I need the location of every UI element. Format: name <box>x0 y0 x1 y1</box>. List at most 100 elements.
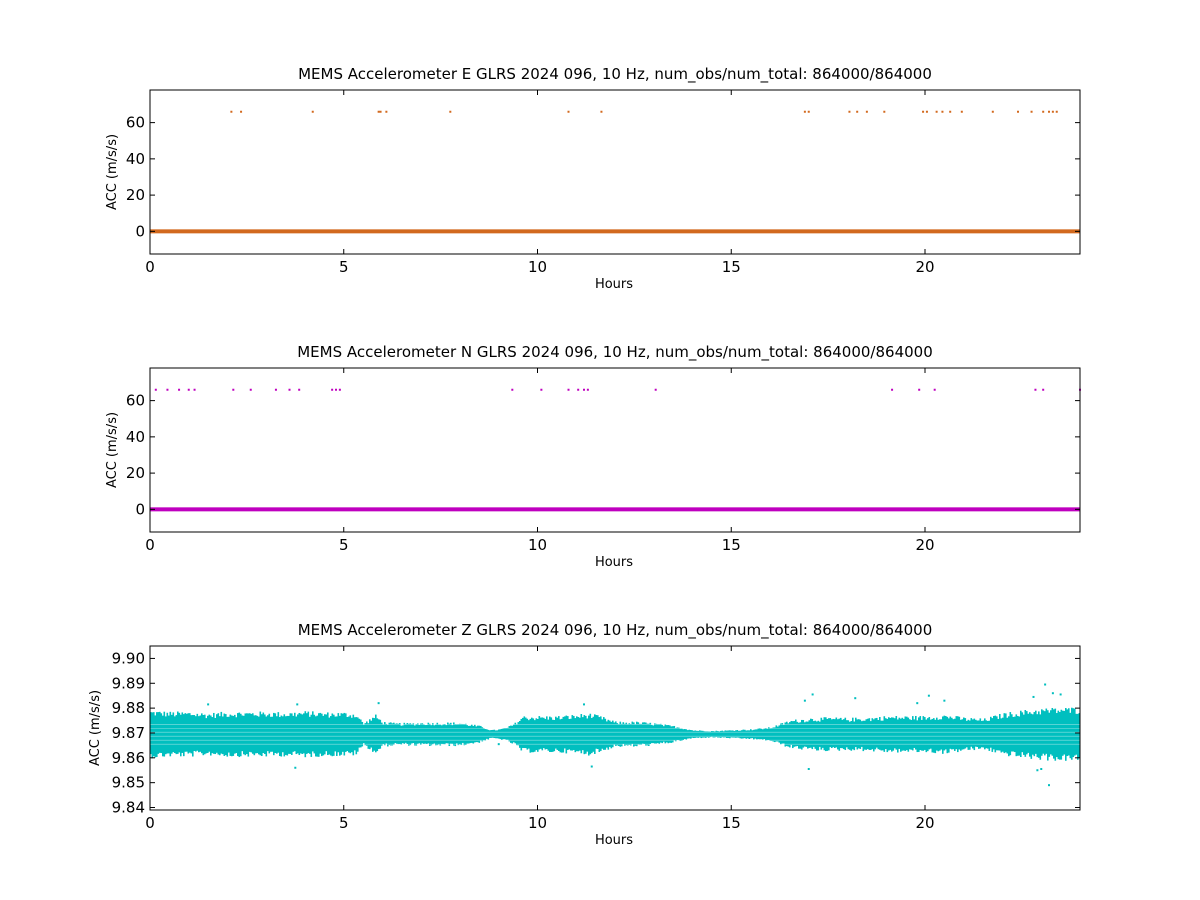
panel-z-outlier-point-19 <box>807 768 810 770</box>
panel-z-data-column <box>931 718 934 753</box>
panel-z-data-column <box>262 712 265 754</box>
panel-e-y-tick-label: 60 <box>126 114 145 132</box>
panel-z-data-column <box>844 717 847 751</box>
panel-z-data-column <box>1014 716 1016 753</box>
panel-z-data-column <box>721 730 724 738</box>
panel-e-y-tick-label: 0 <box>135 222 145 240</box>
panel-z-data-column <box>400 725 403 745</box>
panel-z-outlier-point-12 <box>943 699 946 702</box>
panel-z-data-column <box>444 724 446 745</box>
panel-z-data-column <box>690 730 692 739</box>
panel-n: MEMS Accelerometer N GLRS 2024 096, 10 H… <box>105 343 1081 570</box>
panel-z-data-column <box>493 729 496 739</box>
panel-z-data-column <box>528 720 530 749</box>
panel-z-data-column <box>454 724 457 747</box>
panel-z-data-column <box>186 713 188 752</box>
panel-z-data-column <box>258 716 260 755</box>
panel-z-data-column <box>661 724 664 744</box>
panel-z-data-column <box>466 725 469 744</box>
panel-z-data-column <box>1023 714 1025 755</box>
panel-z-data-column <box>216 714 218 753</box>
panel-z-data-column <box>799 722 802 749</box>
panel-z-data-column <box>550 717 553 753</box>
panel-z-data-column <box>900 718 902 752</box>
panel-z-data-column <box>963 717 965 750</box>
panel-z-data-column <box>705 731 707 738</box>
panel-z-y-tick-label: 9.88 <box>112 699 145 717</box>
panel-e-outlier-point-22 <box>1017 110 1019 113</box>
panel-z-data-column <box>1017 716 1019 756</box>
panel-z-data-column <box>889 717 892 750</box>
panel-e-outlier-point-18 <box>941 110 944 113</box>
panel-z-data-column <box>241 715 244 752</box>
panel-z-data-column <box>1044 711 1046 756</box>
panel-z-outlier-point-18 <box>1040 768 1043 770</box>
panel-z-data-column <box>243 715 245 755</box>
panel-e-frame <box>149 89 1081 255</box>
panel-z-data-column <box>570 718 572 751</box>
panel-z-data-column <box>366 721 368 746</box>
panel-z-data-column <box>418 724 421 744</box>
panel-z-data-column <box>373 718 376 751</box>
panel-z-data-column <box>543 717 545 749</box>
panel-z-data-column <box>664 724 667 744</box>
panel-z-data-column <box>342 713 344 752</box>
panel-z-data-column <box>637 722 640 745</box>
panel-e-outlier-point-9 <box>803 110 806 113</box>
panel-z-data-column <box>676 727 679 741</box>
panel-z-data-column <box>1041 709 1043 756</box>
panel-z-data-column <box>1053 709 1055 759</box>
panel-z-data-column <box>978 720 980 749</box>
panel-z-data-column <box>432 723 434 745</box>
panel-z-data-column <box>711 731 713 737</box>
panel-z-data-column <box>819 721 821 747</box>
panel-n-x-axis-label: Hours <box>595 555 633 570</box>
panel-z-y-tick-label: 9.90 <box>112 649 145 667</box>
panel-z-data-column <box>730 730 733 738</box>
panel-n-frame <box>149 367 1081 533</box>
panel-z-data-column <box>547 719 550 751</box>
panel-z-data-column <box>409 723 412 746</box>
panel-z-x-tick-label: 15 <box>722 814 741 832</box>
panel-z-outlier-point-15 <box>1051 692 1054 695</box>
panel-z-data-column <box>658 724 661 744</box>
panel-z-data-column <box>396 723 398 744</box>
panel-z-data-column <box>157 712 160 754</box>
panel-n-outlier-point-4 <box>193 388 196 391</box>
panel-z-data-column <box>354 717 356 751</box>
panel-z-data-column <box>939 719 941 751</box>
panel-z-y-tick-label: 9.86 <box>112 749 145 767</box>
panel-z-data-column <box>1006 717 1009 754</box>
panel-z-data-column <box>811 719 814 750</box>
panel-z-data-column <box>714 731 716 738</box>
panel-z-data-column <box>426 725 428 744</box>
panel-z-data-column <box>954 718 956 751</box>
panel-z-data-column <box>682 729 685 740</box>
panel-z-data-column <box>304 711 307 758</box>
panel-z-data-column <box>742 729 745 739</box>
panel-z-data-column <box>603 717 605 750</box>
panel-z-data-column <box>717 731 719 738</box>
panel-z-data-column <box>370 720 373 748</box>
panel-z-data-column <box>618 724 620 746</box>
panel-z-data-column <box>735 730 737 738</box>
panel-z-data-column <box>1062 710 1064 756</box>
panel-z-data-column <box>675 728 677 742</box>
panel-z-data-column <box>219 716 221 756</box>
panel-z-data-column <box>208 714 211 752</box>
panel-z-data-column <box>436 722 439 746</box>
panel-z-data-column <box>696 730 698 738</box>
panel-z-data-column <box>505 728 508 740</box>
panel-z-data-column <box>567 716 569 750</box>
panel-z-data-column <box>363 724 365 744</box>
panel-z-data-column <box>459 723 461 745</box>
panel-z-data-column <box>519 720 521 748</box>
panel-z-data-column <box>595 715 598 749</box>
panel-z-data-column <box>856 719 859 750</box>
panel-z-data-column <box>810 718 812 748</box>
panel-z-data-column <box>517 722 520 746</box>
panel-z-data-column <box>724 730 727 738</box>
panel-z-data-column <box>813 721 815 747</box>
panel-z-data-column <box>958 716 961 750</box>
panel-z-data-column <box>264 714 266 754</box>
